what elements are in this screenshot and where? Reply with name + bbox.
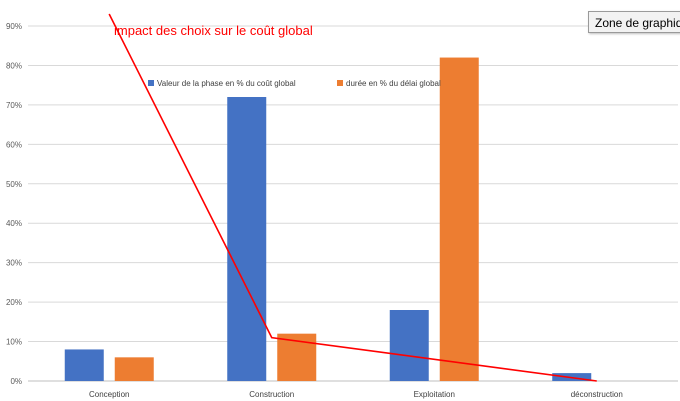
bar[interactable]	[227, 97, 267, 381]
bar[interactable]	[114, 357, 154, 381]
legend-swatch	[148, 80, 154, 86]
annotation-label: impact des choix sur le coût global	[114, 23, 313, 38]
y-tick-label: 20%	[6, 298, 22, 307]
legend-swatch	[337, 80, 343, 86]
y-tick-label: 30%	[6, 259, 22, 268]
bars	[64, 57, 592, 382]
x-category-label: déconstruction	[571, 390, 623, 399]
y-tick-label: 50%	[6, 180, 22, 189]
bar[interactable]	[64, 349, 104, 381]
gridlines	[28, 25, 678, 382]
x-category-label: Exploitation	[414, 390, 455, 399]
annotation-line	[108, 13, 597, 382]
y-tick-label: 10%	[6, 338, 22, 347]
bar[interactable]	[439, 57, 479, 382]
x-category-label: Construction	[249, 390, 294, 399]
chart-area-tooltip: Zone de graphique	[588, 11, 680, 33]
legend: Valeur de la phase en % du coût global du…	[148, 79, 441, 88]
x-axis-category-labels: Conception Construction Exploitation décons…	[89, 390, 623, 399]
x-category-label: Conception	[89, 390, 129, 399]
y-tick-label: 90%	[6, 22, 22, 31]
y-axis-tick-labels: 0% 10% 20% 30% 40% 50% 60% 70% 80% 90%	[6, 22, 22, 386]
y-tick-label: 70%	[6, 101, 22, 110]
y-tick-label: 60%	[6, 140, 22, 149]
annotation-polyline	[108, 13, 597, 382]
bar[interactable]	[389, 310, 429, 381]
legend-label: durée en % du délai global	[346, 79, 441, 88]
legend-label: Valeur de la phase en % du coût global	[157, 79, 296, 88]
y-tick-label: 40%	[6, 219, 22, 228]
y-tick-label: 0%	[10, 377, 22, 386]
y-tick-label: 80%	[6, 61, 22, 70]
